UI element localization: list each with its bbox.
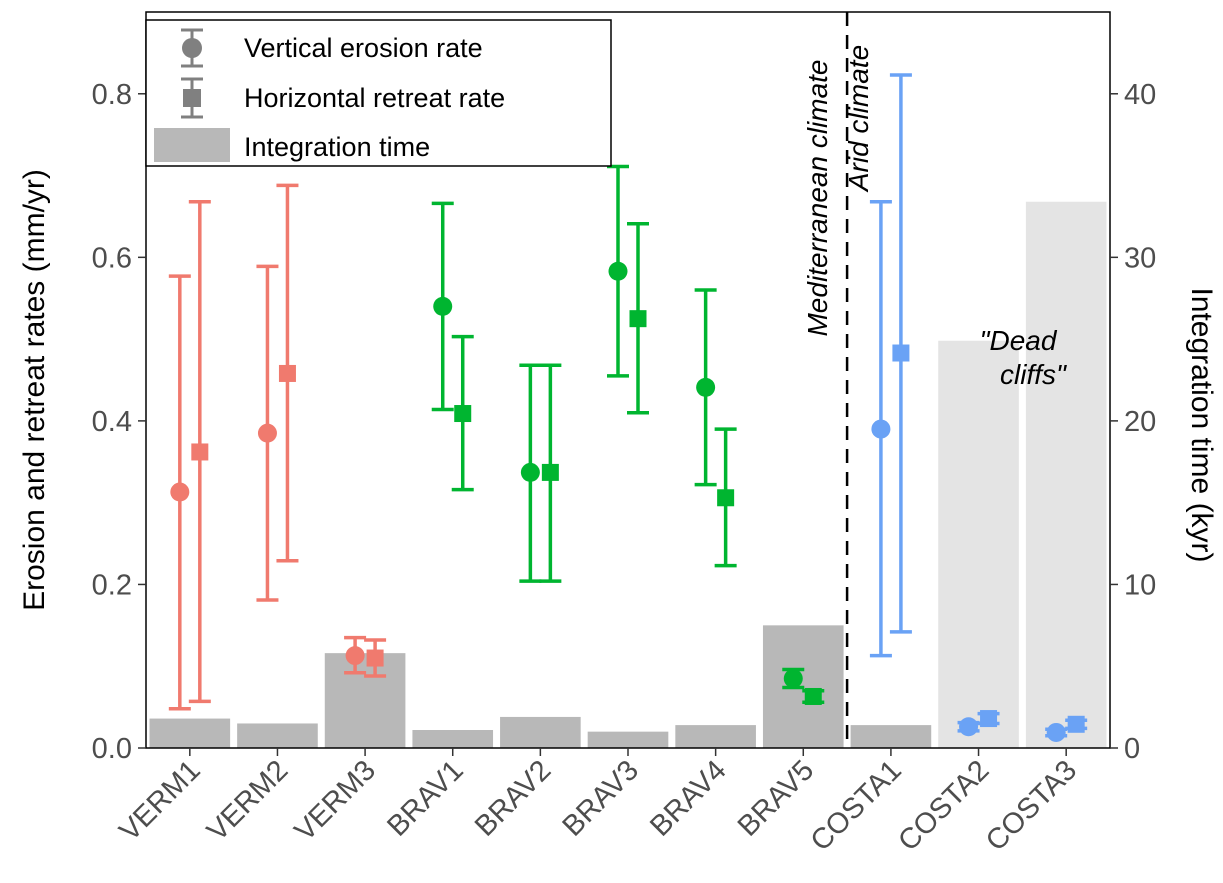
- integration-time-bar-costa2: [938, 340, 1019, 748]
- vertical-erosion-point-brav5: [783, 668, 803, 688]
- integration-time-bar-verm2: [237, 723, 318, 748]
- integration-time-bar-brav3: [587, 731, 669, 748]
- annotation-mediterranean-climate: Mediterranean climate: [802, 59, 833, 336]
- horizontal-retreat-point-brav1: [454, 405, 472, 423]
- legend-label-vertical-erosion-rate: Vertical erosion rate: [244, 33, 483, 63]
- legend-label-horizontal-retreat-rate: Horizontal retreat rate: [244, 83, 505, 113]
- y-tick-label: 0.0: [92, 733, 132, 765]
- vertical-erosion-point-brav2: [520, 462, 540, 482]
- x-tick-label-costa1: COSTA1: [805, 754, 908, 857]
- horizontal-retreat-point-costa2: [980, 710, 998, 728]
- vertical-erosion-point-verm2: [257, 423, 277, 443]
- y2-tick-label: 10: [1124, 569, 1156, 601]
- y2-tick-label: 0: [1124, 733, 1140, 765]
- right-axis: 0 10 20 30 40: [1110, 79, 1156, 765]
- y2-tick-label: 20: [1124, 406, 1156, 438]
- vertical-erosion-point-costa2: [959, 717, 979, 737]
- integration-time-bar-costa3: [1025, 201, 1107, 749]
- integration-time-bar-verm3: [324, 653, 406, 748]
- x-tick-label-verm3: VERM3: [289, 754, 382, 847]
- horizontal-retreat-point-brav3: [629, 310, 647, 328]
- y-tick-label: 0.8: [92, 79, 132, 111]
- horizontal-retreat-point-costa3: [1067, 715, 1085, 733]
- legend-circle-key: [181, 28, 203, 68]
- horizontal-retreat-point-brav4: [717, 489, 735, 507]
- legend-square-key: [181, 77, 203, 119]
- horizontal-retreat-point-verm1: [191, 443, 209, 461]
- y2-tick-label: 40: [1124, 79, 1156, 111]
- x-tick-label-costa2: COSTA2: [892, 754, 995, 857]
- annotation-dead-cliffs-line1: "Dead: [980, 325, 1058, 356]
- vertical-erosion-point-brav3: [608, 261, 628, 281]
- y-axis-title: Erosion and retreat rates (mm/yr): [18, 169, 51, 611]
- y2-tick-label: 30: [1124, 242, 1156, 274]
- x-tick-label-verm2: VERM2: [201, 754, 294, 847]
- vertical-erosion-point-verm1: [170, 482, 190, 502]
- integration-time-bar-costa1: [850, 725, 932, 748]
- x-tick-label-brav3: BRAV3: [557, 754, 645, 842]
- x-tick-label-brav2: BRAV2: [469, 754, 557, 842]
- points-layer: [170, 261, 1085, 742]
- horizontal-retreat-point-brav5: [804, 687, 822, 705]
- legend-bar-key: [154, 128, 230, 162]
- y-tick-label: 0.6: [92, 242, 132, 274]
- horizontal-retreat-point-costa1: [892, 344, 910, 362]
- x-tick-label-verm1: VERM1: [113, 754, 206, 847]
- x-tick-label-brav1: BRAV1: [381, 754, 469, 842]
- x-tick-label-brav4: BRAV4: [644, 754, 732, 842]
- y-tick-label: 0.2: [92, 569, 132, 601]
- legend: Vertical erosion rate Horizontal retreat…: [145, 19, 612, 167]
- integration-time-bar-verm1: [149, 718, 231, 748]
- vertical-erosion-point-brav1: [433, 296, 453, 316]
- bars-layer: [149, 201, 1107, 749]
- x-tick-label-costa3: COSTA3: [980, 754, 1083, 857]
- horizontal-retreat-point-brav2: [541, 463, 559, 481]
- annotation-arid-climate: Arid climate: [843, 45, 874, 193]
- x-tick-label-brav5: BRAV5: [732, 754, 820, 842]
- horizontal-retreat-point-verm3: [366, 649, 384, 667]
- integration-time-bar-brav1: [412, 730, 494, 748]
- horizontal-retreat-point-verm2: [278, 364, 296, 382]
- legend-label-integration-time: Integration time: [244, 132, 430, 162]
- left-axis: 0.0 0.2 0.4 0.6 0.8: [92, 79, 146, 765]
- vertical-erosion-point-verm3: [345, 646, 365, 666]
- y2-axis-title: Integration time (kyr): [1185, 287, 1218, 562]
- vertical-erosion-point-costa1: [871, 419, 891, 439]
- vertical-erosion-point-costa3: [1046, 722, 1066, 742]
- integration-time-bar-brav2: [500, 716, 581, 748]
- annotation-dead-cliffs-line2: cliffs": [1000, 359, 1067, 390]
- y-tick-label: 0.4: [92, 406, 132, 438]
- vertical-erosion-point-brav4: [696, 377, 716, 397]
- integration-time-bar-brav4: [675, 725, 756, 748]
